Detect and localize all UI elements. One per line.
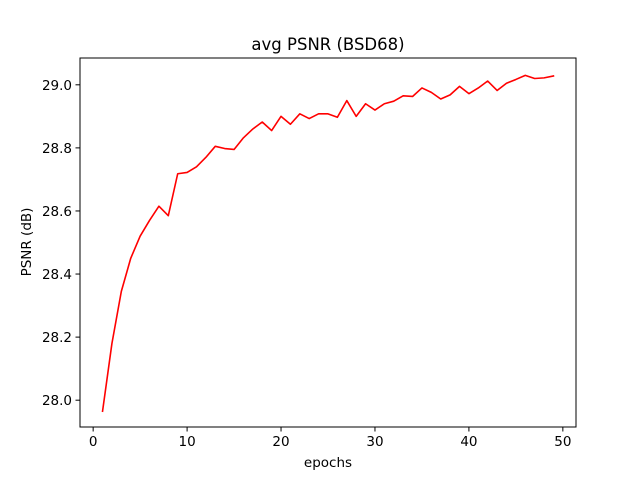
y-tick-label: 28.2: [42, 330, 72, 346]
chart-title: avg PSNR (BSD68): [251, 35, 404, 54]
y-axis-label: PSNR (dB): [19, 208, 35, 277]
x-tick-label: 0: [89, 434, 98, 450]
y-tick-label: 29.0: [42, 78, 72, 94]
x-tick-label: 10: [178, 434, 195, 450]
x-tick-label: 50: [554, 434, 571, 450]
y-tick-label: 28.6: [42, 204, 72, 220]
x-tick-label: 20: [272, 434, 289, 450]
plot-area: [79, 57, 577, 428]
y-tick-label: 28.8: [42, 141, 72, 157]
x-axis-label: epochs: [304, 455, 352, 471]
y-tick-label: 28.4: [42, 267, 72, 283]
axes-frame: [79, 57, 577, 428]
y-tick-label: 28.0: [42, 393, 72, 409]
x-tick-label: 40: [460, 434, 477, 450]
series-line-0: [101, 74, 555, 413]
x-tick-label: 30: [366, 434, 383, 450]
axis-ticks: 0 10 20 30 40 50 28.0 28.2 28.4 28.6 28.8 29.0: [42, 78, 572, 450]
